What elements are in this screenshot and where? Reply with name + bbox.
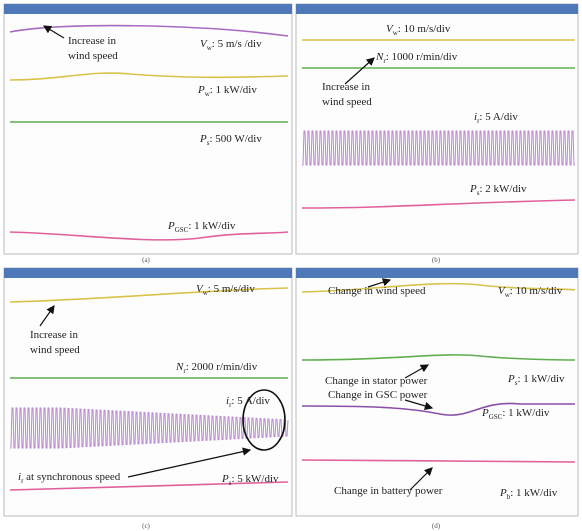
axis-scale-label: ir: 5 A/div	[474, 111, 518, 125]
figure: Vw: 5 m/s /divPw: 1 kW/divPs: 500 W/divP…	[0, 0, 582, 531]
annotation: Increase in	[322, 81, 370, 93]
scale-text: at synchronous speed	[23, 471, 120, 483]
annotation: wind speed	[30, 344, 80, 356]
annotation: Change in battery power	[334, 485, 443, 497]
scale-text: : 1 kW/div	[517, 373, 565, 385]
subscript: GSC	[489, 413, 503, 421]
scale-text: : 1 kW/div	[188, 220, 236, 232]
annotation: wind speed	[68, 50, 118, 62]
panel-caption: (a)	[142, 256, 150, 264]
annotation: Increase in	[30, 329, 78, 341]
scale-text: : 1 kW/div	[510, 487, 558, 499]
axis-scale-label: Ps: 500 W/div	[199, 133, 262, 147]
annotation: wind speed	[322, 96, 372, 108]
axis-scale-label: Nr: 1000 r/min/div	[375, 51, 458, 65]
page: Vw: 5 m/s /divPw: 1 kW/divPs: 500 W/divP…	[0, 0, 582, 531]
scale-text: : 5 m/s /div	[212, 38, 262, 50]
annotation: Increase in	[68, 35, 116, 47]
scale-text: : 2 kW/div	[479, 183, 527, 195]
scale-text: : 500 W/div	[209, 133, 262, 145]
scale-text: : 2000 r/min/div	[186, 361, 258, 373]
scale-text: : 1 kW/div	[210, 84, 258, 96]
scale-text: : 5 A/div	[479, 111, 518, 123]
subscript: GSC	[175, 226, 189, 234]
axis-scale-label: ir at synchronous speed	[18, 471, 121, 485]
annotation: Change in stator power	[325, 375, 428, 387]
scale-text: : 5 A/div	[231, 395, 270, 407]
scale-text: : 1 kW/div	[502, 407, 550, 419]
axis-scale-label: Nr: 2000 r/min/div	[175, 361, 258, 375]
panel-caption: (d)	[432, 522, 441, 530]
annotation: Change in wind speed	[328, 285, 426, 297]
scale-text: : 1000 r/min/div	[386, 51, 458, 63]
annotation: Change in GSC power	[328, 389, 428, 401]
panel-caption: (c)	[142, 522, 150, 530]
scale-text: : 10 m/s/div	[510, 285, 563, 297]
scale-text: : 5 kW/div	[231, 473, 279, 485]
scale-text: : 10 m/s/div	[398, 23, 451, 35]
panel-caption: (b)	[432, 256, 441, 264]
axis-scale-label: ir: 5 A/div	[226, 395, 270, 409]
scale-text: : 5 m/s/div	[208, 283, 256, 295]
